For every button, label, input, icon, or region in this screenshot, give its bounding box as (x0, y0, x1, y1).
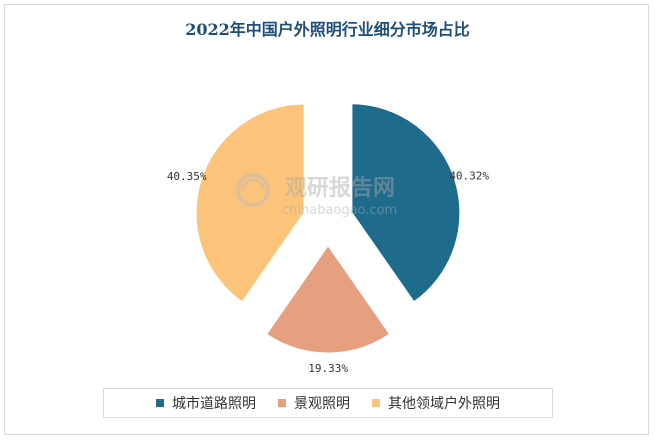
legend-label-road: 城市道路照明 (172, 396, 256, 412)
legend-item-other: 其他领域户外照明 (372, 393, 500, 413)
legend-swatch-road (156, 399, 164, 407)
legend-item-road: 城市道路照明 (156, 393, 256, 413)
legend: 城市道路照明 景观照明 其他领域户外照明 (103, 388, 553, 418)
chart-title: 2022年中国户外照明行业细分市场占比 (185, 20, 470, 39)
slice-labels: 40.32% 19.33% 40.35% (167, 170, 490, 375)
legend-item-landscape: 景观照明 (278, 393, 350, 413)
data-label-road: 40.32% (449, 170, 489, 183)
legend-swatch-landscape (278, 399, 286, 407)
chart-frame (4, 4, 649, 435)
watermark-logo-icon (236, 173, 270, 207)
pie-slice-landscape (263, 241, 393, 356)
pie-slice-other (193, 101, 307, 306)
legend-label-landscape: 景观照明 (294, 396, 350, 412)
legend-swatch-other (372, 399, 380, 407)
watermark-brand: 观研报告网 (285, 176, 395, 201)
pie-slice-road (349, 101, 463, 306)
pie-slices (193, 101, 463, 356)
data-label-other: 40.35% (167, 170, 207, 183)
watermark: 观研报告网 chinabaogao.com (236, 173, 397, 218)
data-label-landscape: 19.33% (308, 362, 348, 375)
legend-label-other: 其他领域户外照明 (388, 396, 500, 412)
watermark-domain: chinabaogao.com (282, 203, 397, 218)
